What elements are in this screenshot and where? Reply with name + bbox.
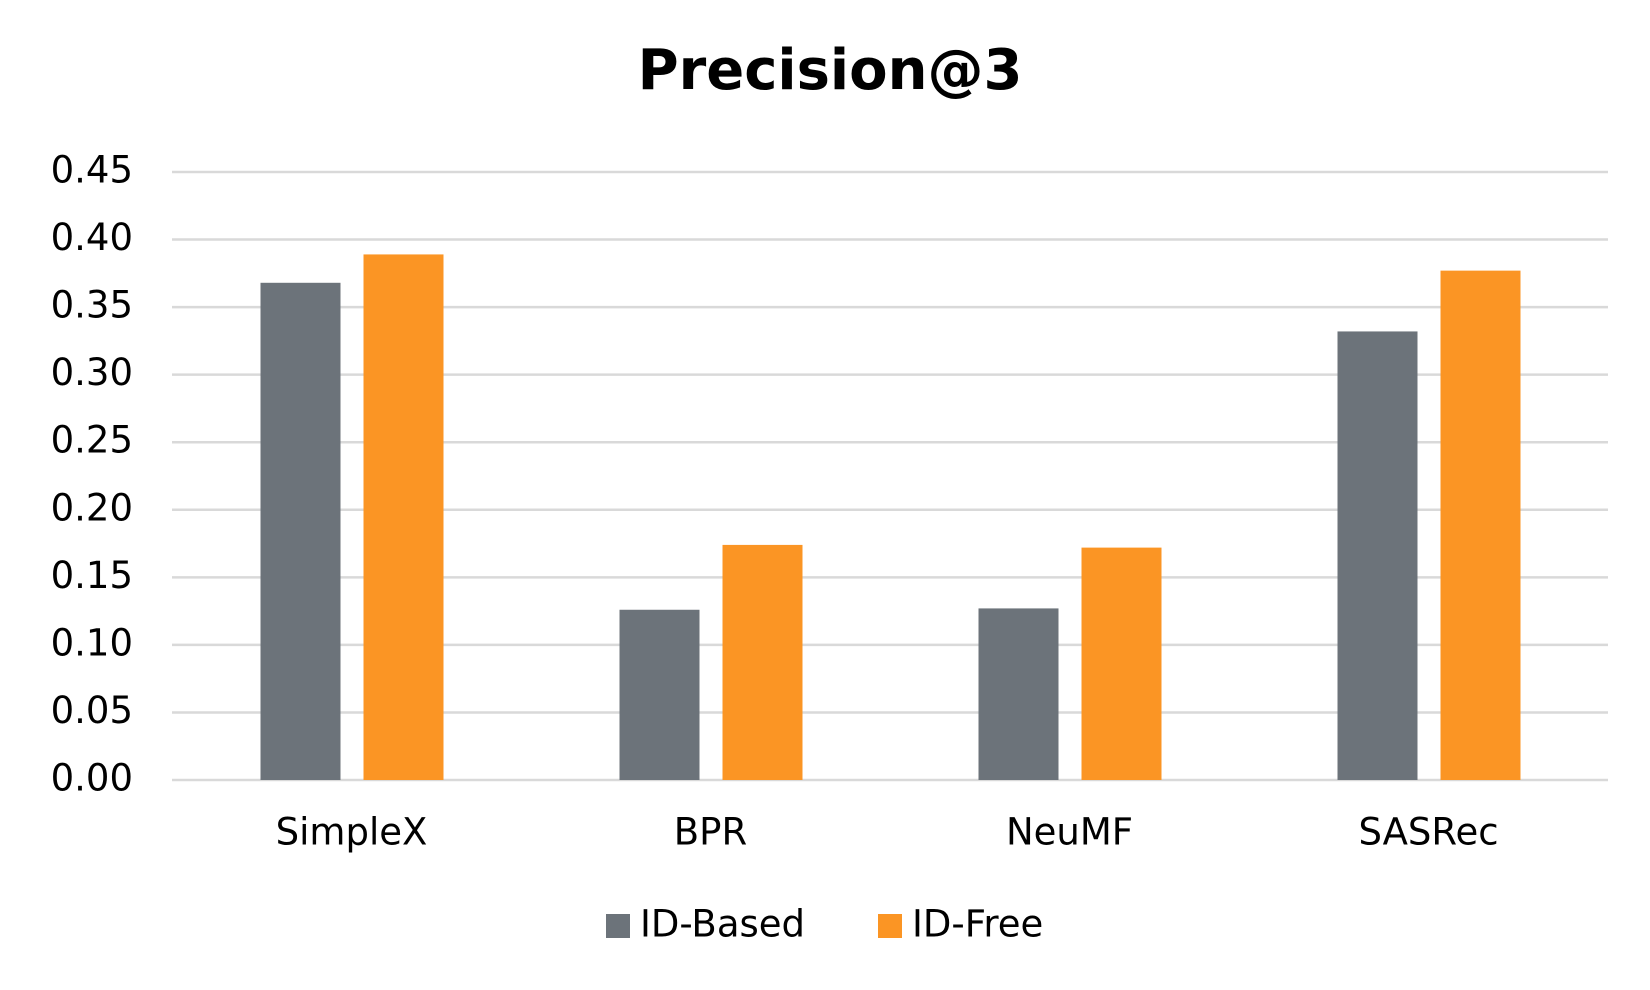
y-tick-label: 0.20 bbox=[51, 486, 133, 529]
bar bbox=[1081, 547, 1162, 780]
bar bbox=[1337, 331, 1418, 780]
y-tick-label: 0.30 bbox=[51, 351, 133, 394]
x-tick-label: BPR bbox=[674, 811, 747, 854]
bar bbox=[619, 609, 700, 780]
y-tick-label: 0.40 bbox=[51, 216, 133, 259]
bar bbox=[260, 282, 341, 780]
y-tick-label: 0.15 bbox=[51, 554, 133, 597]
x-tick-label: SASRec bbox=[1358, 811, 1498, 854]
chart-title: Precision@3 bbox=[638, 38, 1023, 103]
y-tick-label: 0.35 bbox=[51, 284, 133, 327]
y-tick-label: 0.45 bbox=[51, 149, 133, 192]
y-tick-label: 0.05 bbox=[51, 689, 133, 732]
bar bbox=[978, 608, 1059, 780]
legend-swatch bbox=[606, 914, 630, 938]
y-tick-label: 0.10 bbox=[51, 621, 133, 664]
bar bbox=[1440, 270, 1521, 780]
x-tick-label: NeuMF bbox=[1006, 811, 1133, 854]
legend-label: ID-Free bbox=[912, 903, 1043, 946]
legend-label: ID-Based bbox=[640, 903, 805, 946]
y-tick-label: 0.00 bbox=[51, 757, 133, 800]
bar bbox=[363, 254, 444, 780]
bar bbox=[722, 544, 803, 780]
legend-swatch bbox=[878, 914, 902, 938]
y-tick-label: 0.25 bbox=[51, 419, 133, 462]
x-tick-label: SimpleX bbox=[276, 811, 428, 854]
